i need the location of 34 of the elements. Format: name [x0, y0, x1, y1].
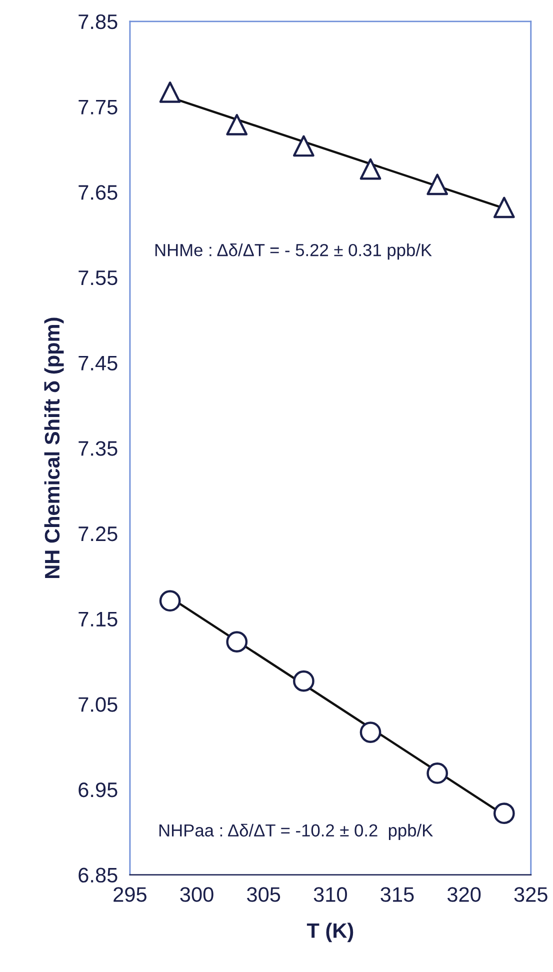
point — [360, 158, 382, 180]
point — [293, 135, 314, 157]
point — [159, 590, 181, 612]
x-tick-label: 305 — [247, 887, 280, 902]
point — [493, 196, 515, 218]
point — [426, 174, 448, 196]
y-tick-label: 6.95 — [78, 782, 118, 798]
y-tick-label: 7.05 — [78, 697, 118, 712]
x-tick-label: 310 — [314, 887, 347, 902]
x-tick-label: 315 — [380, 887, 414, 902]
y-tick-label: 7.15 — [78, 612, 118, 627]
x-tick-label: 300 — [180, 887, 214, 902]
y-tick-label: 7.25 — [78, 526, 118, 542]
annotation: NHMe : Δδ/ΔT = - 5.22 ± 0.31 ppb/K — [155, 243, 432, 260]
annotation: NHPaa : Δδ/ΔT = -10.2 ± 0.2 ppb/K — [159, 824, 433, 840]
x-tick-label: 295 — [114, 887, 146, 902]
x-axis-title: T (K) — [306, 922, 354, 942]
point — [426, 762, 448, 784]
y-tick-label: 7.75 — [78, 100, 118, 114]
y-tick-label: 7.65 — [78, 185, 118, 200]
point — [159, 82, 181, 103]
point — [226, 114, 248, 136]
x-tick-label: 320 — [447, 887, 481, 902]
y-tick-label: 7.85 — [78, 14, 118, 30]
point — [360, 722, 382, 743]
point — [493, 802, 515, 824]
y-tick-label: 6.85 — [78, 868, 118, 883]
y-tick-label: 7.55 — [78, 270, 118, 286]
point — [226, 631, 248, 652]
y-tick-label: 7.45 — [78, 356, 118, 371]
point — [293, 670, 314, 692]
y-tick-label: 7.35 — [78, 441, 118, 456]
x-tick-label: 325 — [514, 887, 548, 902]
y-axis-title: NH Chemical Shift δ (ppm) — [44, 318, 64, 578]
